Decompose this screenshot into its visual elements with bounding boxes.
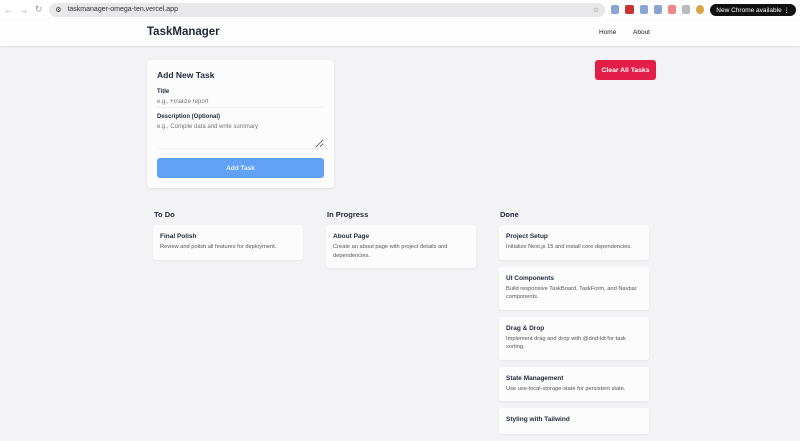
task-title: Project Setup (506, 233, 548, 240)
profile-avatar[interactable] (696, 5, 705, 14)
column-in-progress: In Progress About Page Create an about pa… (326, 210, 476, 275)
task-card[interactable]: Drag & Drop Implement drag and drop with … (499, 316, 649, 360)
description-input[interactable] (157, 122, 324, 148)
address-bar[interactable]: ⚙ taskmanager-omega-ten.vercel.app ☆ (49, 2, 606, 17)
site-settings-icon[interactable]: ⚙ (55, 6, 62, 14)
column-title: Done (500, 210, 519, 219)
new-chrome-available-button[interactable]: New Chrome available ⋮ (710, 3, 796, 16)
url-text: taskmanager-omega-ten.vercel.app (67, 6, 178, 13)
extension-icon[interactable] (653, 5, 662, 14)
extension-icon[interactable] (625, 5, 634, 14)
task-title: Styling with Tailwind (506, 416, 570, 423)
task-card[interactable]: About Page Create an about page with proj… (326, 225, 476, 268)
reload-icon[interactable]: ↻ (34, 4, 43, 14)
column-done: Done Project Setup Initialize Next.js 15 … (499, 210, 649, 441)
task-title: UI Components (506, 274, 555, 282)
form-heading: Add New Task (157, 70, 215, 80)
task-card[interactable]: State Management Use use-local-storage-st… (499, 366, 649, 401)
task-card[interactable]: Styling with Tailwind (499, 408, 649, 434)
task-card[interactable]: Final Polish Review and polish all featur… (153, 225, 303, 260)
nav-about-link[interactable]: About (633, 29, 650, 36)
task-description: Build responsive TaskBoard, TaskForm, an… (506, 285, 637, 301)
nav-home-link[interactable]: Home (599, 29, 617, 36)
task-description: Review and polish all features for deplo… (160, 244, 277, 250)
column-todo: To Do Final Polish Review and polish all … (153, 210, 303, 267)
update-label: New Chrome available (716, 6, 782, 14)
task-title: Final Polish (160, 233, 197, 240)
title-input[interactable] (157, 97, 324, 107)
task-card[interactable]: UI Components Build responsive TaskBoard,… (499, 266, 649, 310)
brand-logo[interactable]: TaskManager (147, 26, 220, 38)
add-task-form: Add New Task Title Description (Optional… (147, 60, 334, 188)
task-description: Create an about page with project detail… (333, 244, 448, 259)
extension-icon[interactable] (611, 5, 620, 14)
browser-toolbar: ← → ↻ ⚙ taskmanager-omega-ten.vercel.app… (0, 0, 800, 19)
task-description: Implement drag and drop with @dnd-kit fo… (506, 335, 626, 351)
task-title: About Page (333, 233, 370, 240)
bookmark-star-icon[interactable]: ☆ (592, 6, 600, 14)
navbar: TaskManager Home About (0, 19, 800, 46)
extension-icon[interactable] (639, 5, 648, 14)
task-card[interactable]: Project Setup Initialize Next.js 15 and i… (499, 225, 649, 260)
task-title: State Management (506, 374, 564, 382)
clear-all-tasks-button[interactable]: Clear All Tasks (595, 60, 656, 80)
back-icon[interactable]: ← (4, 4, 14, 15)
forward-icon[interactable]: → (19, 4, 29, 15)
column-title: In Progress (327, 210, 369, 219)
add-task-button[interactable]: Add Task (157, 158, 324, 178)
extension-icon[interactable] (667, 5, 676, 14)
task-title: Drag & Drop (506, 324, 545, 332)
task-description: Initialize Next.js 15 and install core d… (506, 244, 632, 250)
title-label: Title (157, 89, 170, 95)
extensions-puzzle-icon[interactable] (681, 5, 691, 14)
description-label: Description (Optional) (157, 114, 220, 120)
task-description: Use use-local-storage-state for persiste… (506, 385, 626, 392)
column-title: To Do (154, 210, 175, 219)
